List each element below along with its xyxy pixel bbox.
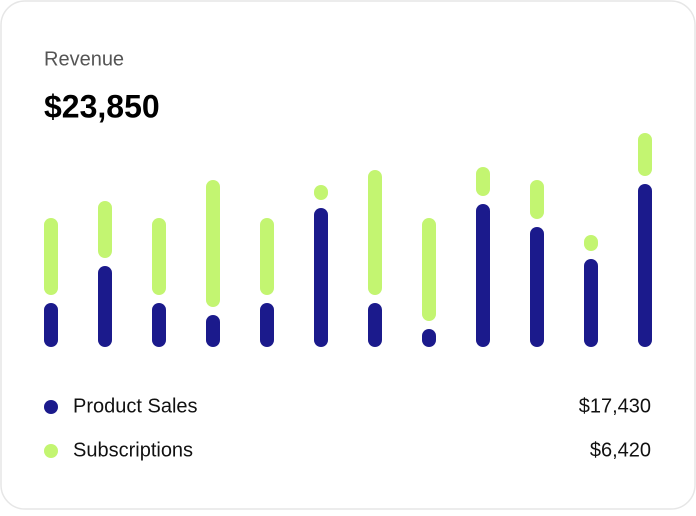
bar-segment [260,303,274,347]
bar-segment [206,180,220,307]
legend-total: $6,420 [590,439,651,461]
bar-segment [152,218,166,295]
bar-segment [638,184,652,347]
legend-dot [44,444,58,458]
bar-segment [530,180,544,219]
bar-segment [368,303,382,347]
bar-segment [44,303,58,347]
total: $23,850 [44,88,160,124]
bar-segment [152,303,166,347]
legend-label: Subscriptions [73,439,193,461]
bar-segment [98,201,112,258]
legend-total: $17,430 [579,395,651,417]
bar-segment [638,133,652,176]
card-title: Revenue [44,48,124,70]
bar-segment [206,315,220,347]
bar-segment [476,204,490,347]
bar-segment [584,259,598,347]
bar-segment [422,329,436,347]
bar-segment [260,218,274,295]
bar-segment [44,218,58,295]
legend-label: Product Sales [73,395,198,417]
legend-dot [44,400,58,414]
bar-segment [314,208,328,347]
bar-segment [422,218,436,321]
bar-segment [98,266,112,347]
bar-segment [368,170,382,295]
bar-segment [314,185,328,200]
bar-segment [530,227,544,347]
bar-segment [476,167,490,196]
bar-segment [584,235,598,251]
